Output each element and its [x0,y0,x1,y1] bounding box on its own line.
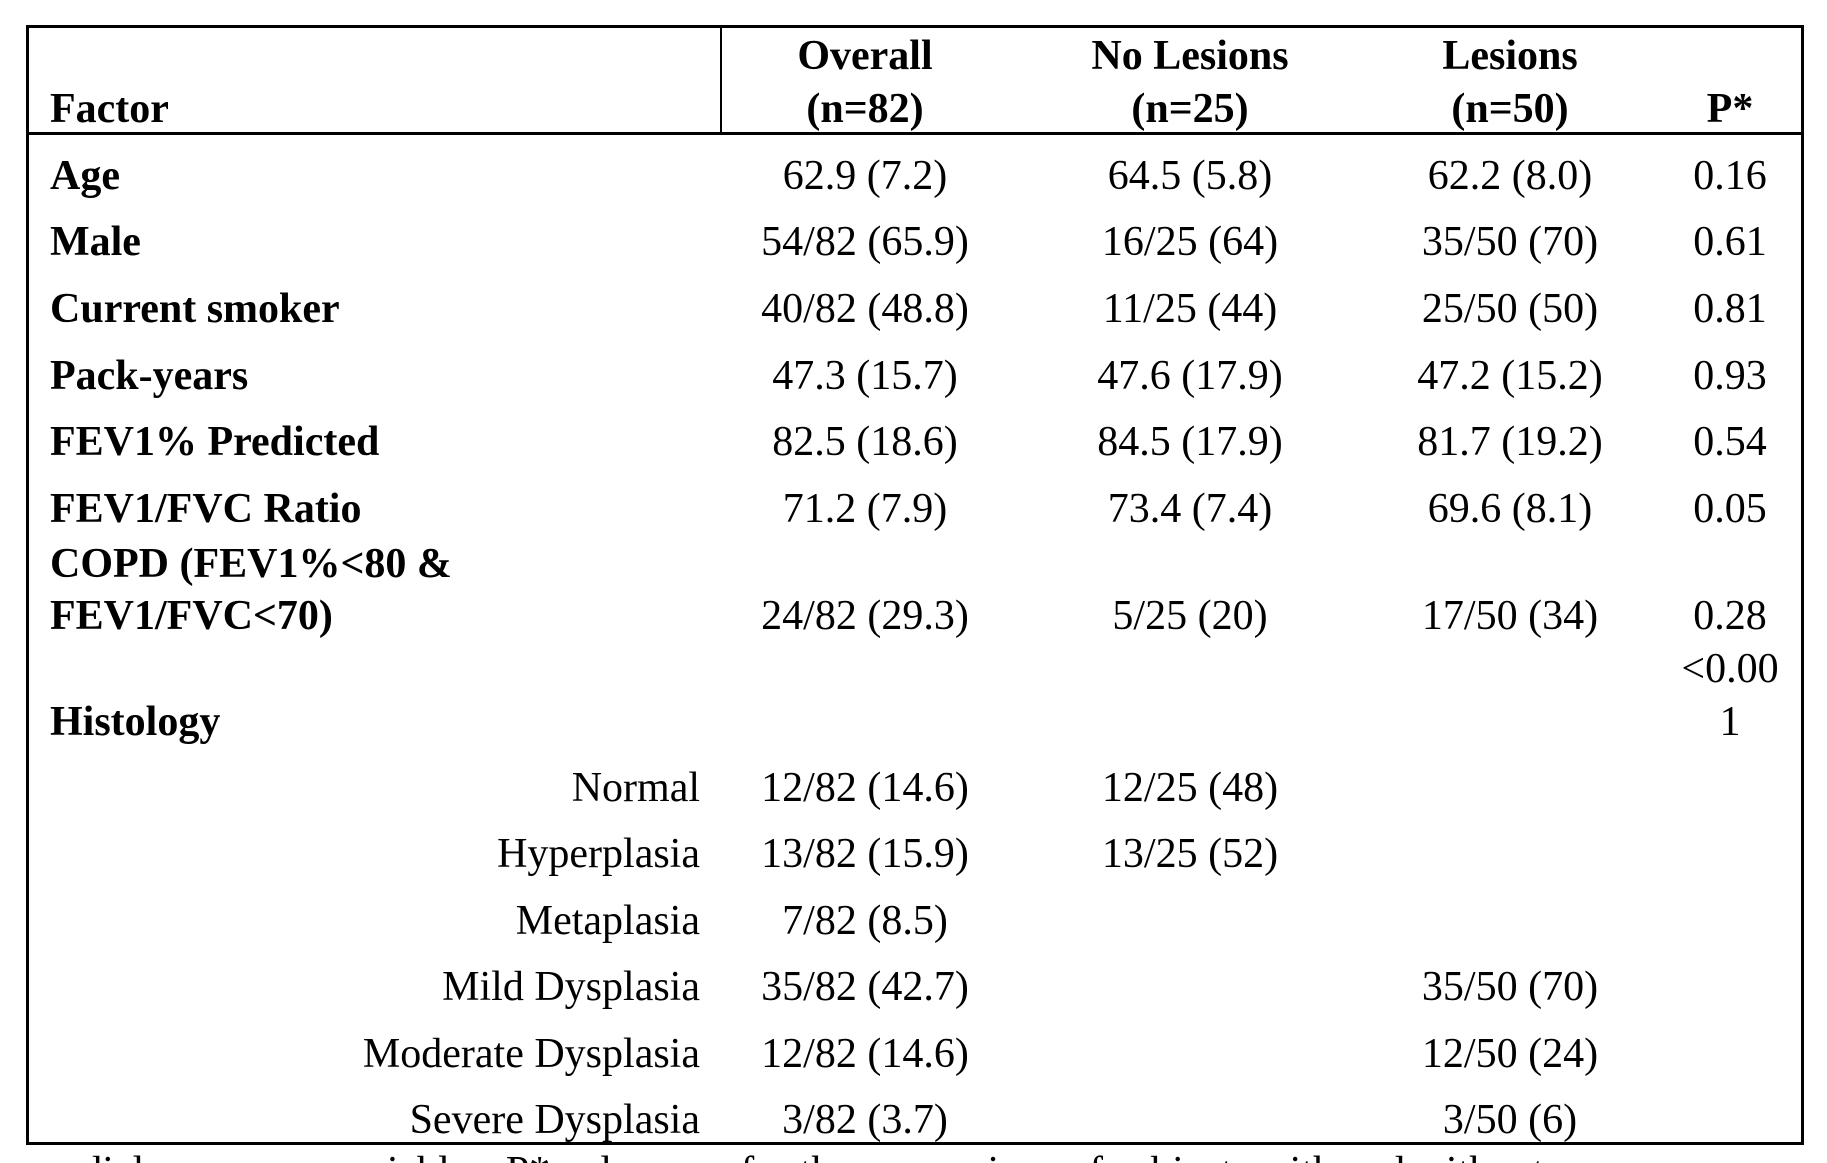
histology-subrow-lesions: 12/50 (24) [1370,1028,1650,1081]
histology-p-line2: 1 [1660,696,1800,749]
header-lesions-label: Lesions [1370,30,1650,83]
histology-factor: Histology [50,696,220,749]
row-lesions: 81.7 (19.2) [1370,416,1650,469]
row-factor: FEV1% Predicted [50,416,379,469]
histology-subrow-label: Metaplasia [50,895,700,948]
row-overall: 62.9 (7.2) [725,150,1005,203]
row-factor: Current smoker [50,283,340,336]
histology-subrow-label: Severe Dysplasia [50,1094,700,1147]
histology-subrow-label: Hyperplasia [50,828,700,881]
row-p: 0.05 [1660,483,1800,536]
row-lesions: 25/50 (50) [1370,283,1650,336]
row-p: 0.61 [1660,216,1800,269]
row-factor: Age [50,150,120,203]
row-overall: 47.3 (15.7) [725,350,1005,403]
histology-subrow-overall: 7/82 (8.5) [725,895,1005,948]
row-p: 0.93 [1660,350,1800,403]
copd-p: 0.28 [1660,590,1800,643]
row-no-lesions: 73.4 (7.4) [1050,483,1330,536]
row-overall: 40/82 (48.8) [725,283,1005,336]
row-no-lesions: 64.5 (5.8) [1050,150,1330,203]
histology-subrow-label: Mild Dysplasia [50,961,700,1014]
row-p: 0.81 [1660,283,1800,336]
histology-subrow-overall: 12/82 (14.6) [725,1028,1005,1081]
histology-subrow-label: Normal [50,762,700,815]
histology-subrow-label: Moderate Dysplasia [50,1028,700,1081]
row-p: 0.54 [1660,416,1800,469]
histology-subrow-no-lesions: 13/25 (52) [1050,828,1330,881]
row-lesions: 69.6 (8.1) [1370,483,1650,536]
histology-subrow-overall: 13/82 (15.9) [725,828,1005,881]
histology-subrow-lesions: 3/50 (6) [1370,1094,1650,1147]
row-lesions: 62.2 (8.0) [1370,150,1650,203]
copd-no-lesions: 5/25 (20) [1050,590,1330,643]
row-factor: Pack-years [50,350,248,403]
copd-overall: 24/82 (29.3) [725,590,1005,643]
row-p: 0.16 [1660,150,1800,203]
copd-factor-line1: COPD (FEV1%<80 & [50,538,452,591]
row-factor: FEV1/FVC Ratio [50,483,361,536]
row-overall: 54/82 (65.9) [725,216,1005,269]
header-overall-n: (n=82) [725,83,1005,136]
row-no-lesions: 47.6 (17.9) [1050,350,1330,403]
copd-lesions: 17/50 (34) [1370,590,1650,643]
row-no-lesions: 11/25 (44) [1050,283,1330,336]
header-lesions-n: (n=50) [1370,83,1650,136]
row-lesions: 35/50 (70) [1370,216,1650,269]
header-no-lesions-label: No Lesions [1050,30,1330,83]
histology-subrow-overall: 3/82 (3.7) [725,1094,1005,1147]
row-factor: Male [50,216,141,269]
histology-subrow-overall: 12/82 (14.6) [725,762,1005,815]
header-column-separator [720,25,722,135]
histology-subrow-overall: 35/82 (42.7) [725,961,1005,1014]
row-lesions: 47.2 (15.2) [1370,350,1650,403]
footnote-text: medial measures; variables. P* values ar… [30,1150,1544,1163]
row-overall: 82.5 (18.6) [725,416,1005,469]
row-no-lesions: 16/25 (64) [1050,216,1330,269]
histology-p-line1: <0.00 [1660,643,1800,696]
row-no-lesions: 84.5 (17.9) [1050,416,1330,469]
header-factor: Factor [50,83,169,136]
row-overall: 71.2 (7.9) [725,483,1005,536]
histology-subrow-no-lesions: 12/25 (48) [1050,762,1330,815]
header-p: P* [1660,83,1800,136]
histology-subrow-lesions: 35/50 (70) [1370,961,1650,1014]
header-no-lesions-n: (n=25) [1050,83,1330,136]
header-overall-label: Overall [725,30,1005,83]
copd-factor-line2: FEV1/FVC<70) [50,590,333,643]
